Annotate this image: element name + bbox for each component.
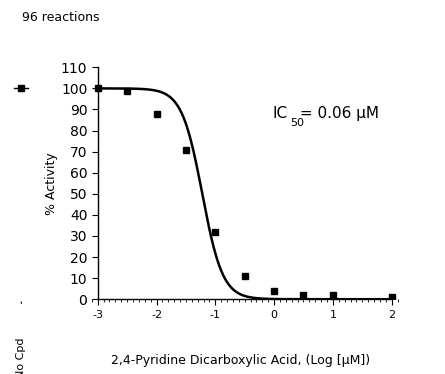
Text: = 0.06 μM: = 0.06 μM xyxy=(295,106,380,121)
Text: 2,4-Pyridine Dicarboxylic Acid, (Log [μM]): 2,4-Pyridine Dicarboxylic Acid, (Log [μM… xyxy=(111,353,370,367)
Text: No Cpd: No Cpd xyxy=(16,337,26,374)
Text: 50: 50 xyxy=(290,118,304,128)
Text: IC: IC xyxy=(272,106,287,121)
Y-axis label: % Activity: % Activity xyxy=(45,152,58,215)
Text: 96 reactions: 96 reactions xyxy=(22,11,100,24)
